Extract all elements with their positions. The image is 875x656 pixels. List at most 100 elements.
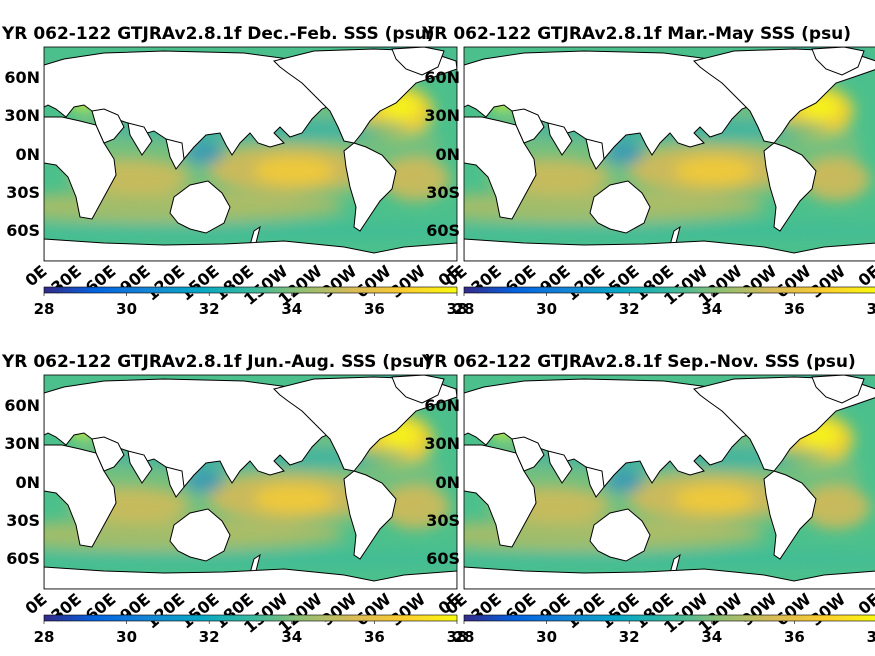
lat-tick-label: 30N: [4, 434, 40, 453]
lat-tick-label: 60S: [426, 221, 460, 240]
land-polygon: [511, 436, 545, 472]
colorbar-tick-label: 34: [281, 628, 302, 646]
salinity-patch: [802, 157, 870, 201]
sss-map: [464, 47, 875, 261]
colorbar: [463, 614, 875, 622]
lon-tick-label: 0E: [21, 262, 50, 291]
colorbar-tick-label: 32: [199, 628, 220, 646]
land-polygon: [127, 122, 153, 156]
lon-tick-label: 120E: [142, 590, 188, 633]
lat-tick-label: 30S: [6, 183, 40, 202]
lat-tick-label: 60N: [424, 396, 460, 415]
land-polygon: [391, 375, 445, 404]
land-polygon: [464, 238, 875, 261]
lon-tick-label: 150E: [176, 262, 222, 305]
land-polygon: [91, 108, 125, 144]
lat-tick-label: 60S: [426, 549, 460, 568]
panel-title: YR 062-122 GTJRAv2.8.1f Jun.-Aug. SSS (p…: [1, 352, 432, 372]
lat-tick-label: 60S: [6, 221, 40, 240]
panel-mar-may: YR 062-122 GTJRAv2.8.1f Mar.-May SSS (ps…: [421, 24, 875, 318]
land-polygon: [165, 466, 185, 498]
lat-tick-label: 30N: [424, 434, 460, 453]
land-polygon: [585, 466, 605, 498]
lon-tick-label: 0E: [854, 590, 875, 619]
colorbar-tick-label: 28: [34, 628, 55, 646]
lat-tick-label: 30N: [424, 106, 460, 125]
colorbar-tick-label: 34: [701, 628, 722, 646]
lat-tick-label: 30S: [426, 511, 460, 530]
colorbar-tick-label: 38: [867, 628, 875, 646]
land-mask: [44, 375, 457, 589]
lon-tick-label: 0E: [854, 262, 875, 291]
colorbar-tick-label: 32: [619, 628, 640, 646]
lat-tick-label: 30S: [426, 183, 460, 202]
land-polygon: [547, 122, 573, 156]
salinity-patch: [382, 485, 450, 529]
colorbar-tick-label: 38: [867, 300, 875, 318]
colorbar-tick-label: 36: [364, 300, 385, 318]
colorbar-tick-label: 30: [116, 300, 137, 318]
salinity-patch: [382, 157, 450, 201]
land-polygon: [165, 138, 185, 170]
land-polygon: [44, 238, 457, 261]
lon-tick-label: 150E: [596, 262, 642, 305]
colorbar-tick-label: 38: [447, 628, 468, 646]
colorbar: [43, 614, 458, 622]
land-polygon: [169, 180, 231, 234]
colorbar: [463, 286, 875, 294]
land-polygon: [811, 47, 865, 76]
sss-map: [44, 47, 457, 261]
sss-map: [44, 375, 457, 589]
map-frame: [43, 46, 458, 262]
land-polygon: [589, 180, 651, 234]
lon-tick-label: 90W: [318, 261, 361, 301]
salinity-patch: [254, 157, 334, 185]
land-polygon: [511, 108, 545, 144]
colorbar-tick-label: 30: [116, 628, 137, 646]
lat-tick-label: 60N: [4, 396, 40, 415]
land-polygon: [585, 138, 605, 170]
colorbar-tick-label: 36: [364, 628, 385, 646]
land-polygon: [763, 470, 817, 560]
lat-tick-label: 0N: [15, 473, 40, 492]
lon-tick-label: 60W: [772, 261, 815, 301]
panel-title: YR 062-122 GTJRAv2.8.1f Dec.-Feb. SSS (p…: [1, 24, 435, 44]
land-mask: [464, 47, 875, 261]
salinity-patch: [254, 485, 334, 513]
lon-tick-label: 0E: [21, 590, 50, 619]
salinity-patch: [802, 485, 870, 529]
land-polygon: [464, 116, 537, 220]
map-frame: [43, 374, 458, 590]
lon-tick-label: 120E: [142, 262, 188, 305]
land-polygon: [811, 375, 865, 404]
lon-tick-label: 90W: [738, 261, 781, 301]
lon-tick-label: 120E: [562, 262, 608, 305]
land-polygon: [464, 444, 537, 548]
panel-jun-aug: YR 062-122 GTJRAv2.8.1f Jun.-Aug. SSS (p…: [1, 352, 468, 646]
salinity-patch: [674, 485, 754, 513]
land-polygon: [127, 450, 153, 484]
salinity-patch: [464, 551, 875, 567]
sss-map: [464, 375, 875, 589]
lon-tick-label: 90W: [738, 589, 781, 629]
land-polygon: [763, 142, 817, 232]
colorbar-tick-label: 28: [454, 300, 475, 318]
land-polygon: [91, 436, 125, 472]
land-polygon: [44, 566, 457, 589]
lat-tick-label: 30N: [4, 106, 40, 125]
lon-tick-label: 30W: [386, 589, 429, 629]
lat-tick-label: 60N: [424, 68, 460, 87]
land-polygon: [343, 470, 397, 560]
land-polygon: [44, 444, 117, 548]
lon-tick-label: 150E: [596, 590, 642, 633]
lon-tick-label: 30W: [806, 589, 849, 629]
colorbar-tick-label: 28: [34, 300, 55, 318]
land-mask: [44, 47, 457, 261]
lon-tick-label: 60W: [352, 261, 395, 301]
lat-tick-label: 0N: [435, 145, 460, 164]
land-polygon: [589, 508, 651, 562]
map-frame: [463, 374, 875, 590]
lat-tick-label: 0N: [15, 145, 40, 164]
lon-tick-label: 60W: [352, 589, 395, 629]
